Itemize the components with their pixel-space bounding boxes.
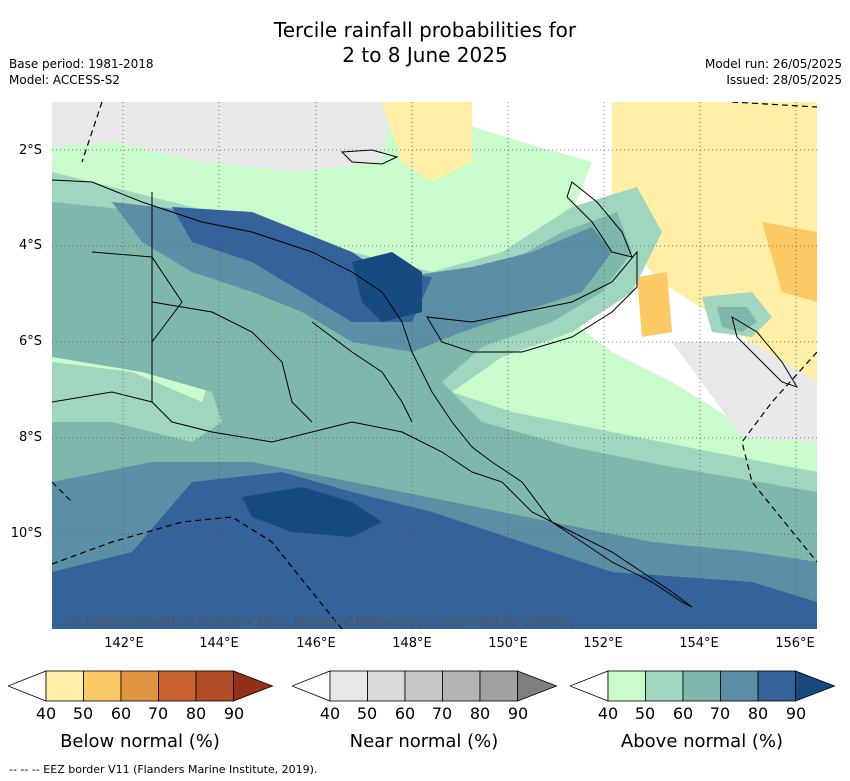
lon-label-152e: 152°E — [583, 636, 623, 651]
colorbar-segment — [83, 670, 122, 702]
colorbar-segment — [120, 670, 159, 702]
colorbar-label-above: Above normal (%) — [620, 731, 784, 752]
map-title: Tercile rainfall probabilities for 2 to … — [0, 18, 850, 68]
meta-left: Base period: 1981-2018 Model: ACCESS-S2 — [9, 56, 154, 88]
lon-label-142e: 142°E — [104, 636, 144, 651]
colorbar-below-normal — [8, 670, 274, 702]
colorbar-segment — [404, 670, 443, 702]
lon-label-150e: 150°E — [488, 636, 528, 651]
near-normal-region-north — [52, 102, 392, 172]
colorbar-extend-high — [795, 670, 836, 702]
tick: 60 — [394, 704, 416, 723]
eez-border-southeast — [741, 351, 817, 563]
colorbar-segment — [607, 670, 646, 702]
lon-label-156e: 156°E — [775, 636, 815, 651]
tick: 80 — [185, 704, 207, 723]
colorbar-extend-high — [517, 670, 558, 702]
province-border-2 — [311, 321, 413, 423]
lon-label-144e: 144°E — [199, 636, 239, 651]
colorbar-segment — [757, 670, 796, 702]
coastlines — [52, 149, 799, 608]
colorbar-segment — [442, 670, 481, 702]
above-normal-band-90-south — [52, 472, 817, 629]
tick: 70 — [147, 704, 169, 723]
tick: 40 — [319, 704, 341, 723]
above-normal-core-south — [242, 487, 382, 537]
lon-label-146e: 146°E — [296, 636, 336, 651]
colorbar-segment — [479, 670, 518, 702]
province-border-1 — [151, 301, 313, 423]
tick: 50 — [634, 704, 656, 723]
tick: 70 — [709, 704, 731, 723]
tick: 50 — [72, 704, 94, 723]
eez-footer-note: -- -- -- EEZ border V11 (Flanders Marine… — [9, 763, 318, 776]
model-name: Model: ACCESS-S2 — [9, 73, 121, 87]
lat-label-8s: 8°S — [18, 430, 42, 445]
colorbar-segment — [367, 670, 406, 702]
copyright-notice: © Commonwealth of Australia 2025, Bureau… — [69, 614, 575, 628]
tick: 60 — [110, 704, 132, 723]
colorbar-label-below: Below normal (%) — [60, 731, 220, 752]
tick: 90 — [223, 704, 245, 723]
colorbar-segment — [682, 670, 721, 702]
title-line-1: Tercile rainfall probabilities for — [273, 18, 577, 42]
below-normal-ne-60 — [762, 222, 817, 302]
tick: 90 — [507, 704, 529, 723]
tick: 80 — [469, 704, 491, 723]
tick: 40 — [35, 704, 57, 723]
below-normal-ne — [612, 102, 817, 402]
meta-right: Model run: 26/05/2025 Issued: 28/05/2025 — [705, 56, 842, 88]
above-normal-core-north — [352, 252, 422, 322]
new-britain-coast — [426, 250, 638, 353]
eez-border-southwest — [52, 516, 343, 629]
title-line-2: 2 to 8 June 2025 — [342, 43, 508, 67]
tick: 40 — [597, 704, 619, 723]
rainfall-map — [52, 102, 817, 629]
colorbar-above-normal — [570, 670, 836, 702]
eez-border-west — [52, 481, 73, 503]
colorbar-near-normal — [292, 670, 558, 702]
tick: 80 — [747, 704, 769, 723]
eez-borders — [52, 102, 817, 629]
issued-date: Issued: 28/05/2025 — [726, 73, 842, 87]
tick: 50 — [356, 704, 378, 723]
colorbar-segment — [329, 670, 368, 702]
tick: 70 — [431, 704, 453, 723]
lon-label-154e: 154°E — [679, 636, 719, 651]
colorbar-label-near: Near normal (%) — [349, 731, 499, 752]
eez-border-north — [81, 102, 103, 163]
colorbar-segment — [645, 670, 684, 702]
colorbar-extend-low — [292, 670, 331, 702]
lon-label-148e: 148°E — [392, 636, 432, 651]
tick: 90 — [785, 704, 807, 723]
below-normal-north-small — [382, 102, 472, 182]
new-ireland-coast — [566, 181, 633, 258]
colorbar-extend-low — [8, 670, 47, 702]
manus-coast — [340, 149, 399, 165]
colorbar-extend-low — [570, 670, 609, 702]
colorbar-segment — [158, 670, 197, 702]
lat-label-4s: 4°S — [18, 238, 42, 253]
model-run: Model run: 26/05/2025 — [704, 57, 842, 71]
colorbar-segment — [720, 670, 759, 702]
lat-label-6s: 6°S — [18, 334, 42, 349]
below-normal-center — [637, 272, 672, 337]
colorbar-extend-high — [233, 670, 274, 702]
base-period: Base period: 1981-2018 — [9, 57, 154, 71]
lat-label-2s: 2°S — [18, 143, 42, 158]
colorbar-segment — [195, 670, 234, 702]
colorbar-segment — [45, 670, 84, 702]
tick: 60 — [672, 704, 694, 723]
eez-border-east — [731, 102, 817, 108]
png-mainland-coast — [52, 179, 693, 608]
near-normal-grey-east — [672, 342, 817, 442]
bougainville-coast — [731, 315, 799, 388]
lat-label-10s: 10°S — [10, 526, 42, 541]
